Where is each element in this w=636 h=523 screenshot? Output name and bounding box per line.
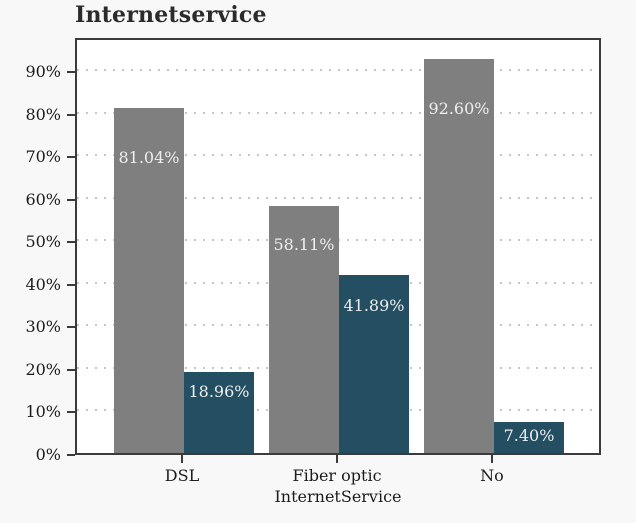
gridline <box>77 196 599 199</box>
bar-value-label: 7.40% <box>503 425 555 445</box>
x-tick-mark <box>491 455 493 463</box>
x-tick-mark <box>336 455 338 463</box>
bar-value-label: 58.11% <box>273 235 335 255</box>
y-tick-label: 50% <box>25 232 61 252</box>
y-tick-mark <box>67 326 75 329</box>
chart-title: Internetservice <box>75 2 267 28</box>
x-tick-label-fiber-optic: Fiber optic <box>292 466 382 485</box>
y-tick-mark <box>67 411 75 414</box>
gray-series-bar: 58.11% <box>269 205 339 453</box>
x-tick-label-dsl: DSL <box>164 466 200 485</box>
bar-value-label: 41.89% <box>343 296 405 316</box>
y-tick-label: 0% <box>35 445 61 464</box>
gridline <box>77 69 599 72</box>
y-tick-label: 30% <box>25 317 61 337</box>
y-tick-mark <box>67 156 75 159</box>
y-tick-mark <box>67 241 75 244</box>
y-tick-label: 20% <box>25 359 61 379</box>
gray-series-bar: 81.04% <box>114 108 184 453</box>
y-tick-label: 70% <box>25 147 61 167</box>
y-tick-mark <box>67 368 75 371</box>
x-tick-mark <box>181 455 183 463</box>
bar-value-label: 92.60% <box>428 98 490 118</box>
y-tick-mark <box>67 198 75 201</box>
gray-series-bar: 92.60% <box>424 58 494 453</box>
y-tick-label: 60% <box>25 189 61 209</box>
x-tick-label-no: No <box>480 466 504 485</box>
bar-value-label: 18.96% <box>188 382 250 401</box>
teal-series-bar: 18.96% <box>184 372 254 453</box>
y-tick-label: 80% <box>25 104 61 124</box>
y-tick-mark <box>67 454 75 456</box>
y-tick-label: 90% <box>25 62 61 82</box>
teal-series-bar: 41.89% <box>339 274 409 453</box>
teal-series-bar: 7.40% <box>494 421 564 453</box>
y-tick-label: 10% <box>25 402 61 422</box>
y-tick-mark <box>67 283 75 286</box>
plot-area: 81.04% 18.96% 58.11% 41.89% 92.60% 7.40% <box>75 38 601 455</box>
gridline <box>77 154 599 157</box>
y-tick-mark <box>67 71 75 74</box>
gridline <box>77 111 599 114</box>
y-tick-label: 40% <box>25 274 61 294</box>
x-axis-title: InternetService <box>274 487 402 506</box>
y-tick-mark <box>67 113 75 116</box>
bar-value-label: 81.04% <box>118 148 180 168</box>
